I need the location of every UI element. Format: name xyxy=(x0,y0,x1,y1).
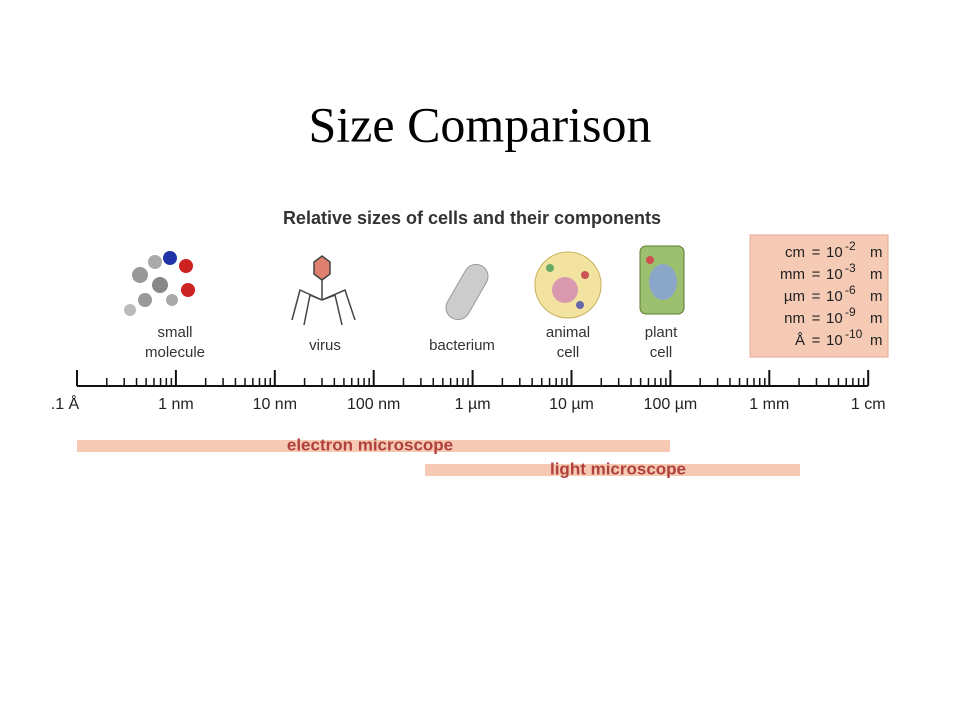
unit-base: 10 xyxy=(826,288,843,305)
unit-meter: m xyxy=(870,288,883,305)
scale-label: .1 Å xyxy=(51,394,80,413)
unit-box xyxy=(749,234,889,358)
diagram-heading: Relative sizes of cells and their compon… xyxy=(283,208,661,228)
virus-icon xyxy=(291,255,356,326)
unit-exponent: -10 xyxy=(845,327,863,341)
unit-exponent: -9 xyxy=(845,305,856,319)
item-label: bacterium xyxy=(429,337,495,354)
scale-label: 100 nm xyxy=(347,396,400,413)
unit-exponent: -3 xyxy=(845,261,856,275)
unit-meter: m xyxy=(870,244,883,261)
unit-base: 10 xyxy=(826,266,843,283)
unit-name: Å xyxy=(795,332,805,349)
light-range xyxy=(425,464,800,476)
electron-range xyxy=(77,440,670,452)
item-label: cell xyxy=(650,344,673,361)
scale-label: 10 µm xyxy=(549,396,594,413)
item-label: virus xyxy=(309,337,341,354)
unit-base: 10 xyxy=(826,244,843,261)
plant-cell-icon xyxy=(639,245,685,315)
item-label: cell xyxy=(557,344,580,361)
unit-name: µm xyxy=(784,288,805,305)
scale-label: 10 nm xyxy=(253,396,297,413)
unit-base: 10 xyxy=(826,310,843,327)
item-label: molecule xyxy=(145,344,205,361)
unit-meter: m xyxy=(870,332,883,349)
unit-name: nm xyxy=(784,310,805,327)
scale-label: 1 nm xyxy=(158,396,194,413)
unit-exponent: -6 xyxy=(845,283,856,297)
unit-equals: = xyxy=(812,288,821,305)
slide-title: Size Comparison xyxy=(308,96,651,152)
unit-base: 10 xyxy=(826,332,843,349)
scale-label: 1 mm xyxy=(749,396,789,413)
bacterium-icon xyxy=(445,263,489,321)
item-label: animal xyxy=(546,324,590,341)
range-label: light microscope xyxy=(550,459,686,478)
item-label: plant xyxy=(645,324,678,341)
scale-label: 1 cm xyxy=(851,396,886,413)
unit-equals: = xyxy=(812,332,821,349)
unit-equals: = xyxy=(812,266,821,283)
unit-exponent: -2 xyxy=(845,239,856,253)
unit-name: mm xyxy=(780,266,805,283)
unit-meter: m xyxy=(870,266,883,283)
scale-label: 1 µm xyxy=(455,396,491,413)
scale-label: 100 µm xyxy=(644,396,698,413)
molecule-icon xyxy=(124,251,195,316)
range-label: electron microscope xyxy=(287,435,453,454)
animal-cell-icon xyxy=(534,251,602,319)
unit-equals: = xyxy=(812,244,821,261)
item-label: small xyxy=(157,324,192,341)
unit-equals: = xyxy=(812,310,821,327)
unit-name: cm xyxy=(785,244,805,261)
unit-meter: m xyxy=(870,310,883,327)
